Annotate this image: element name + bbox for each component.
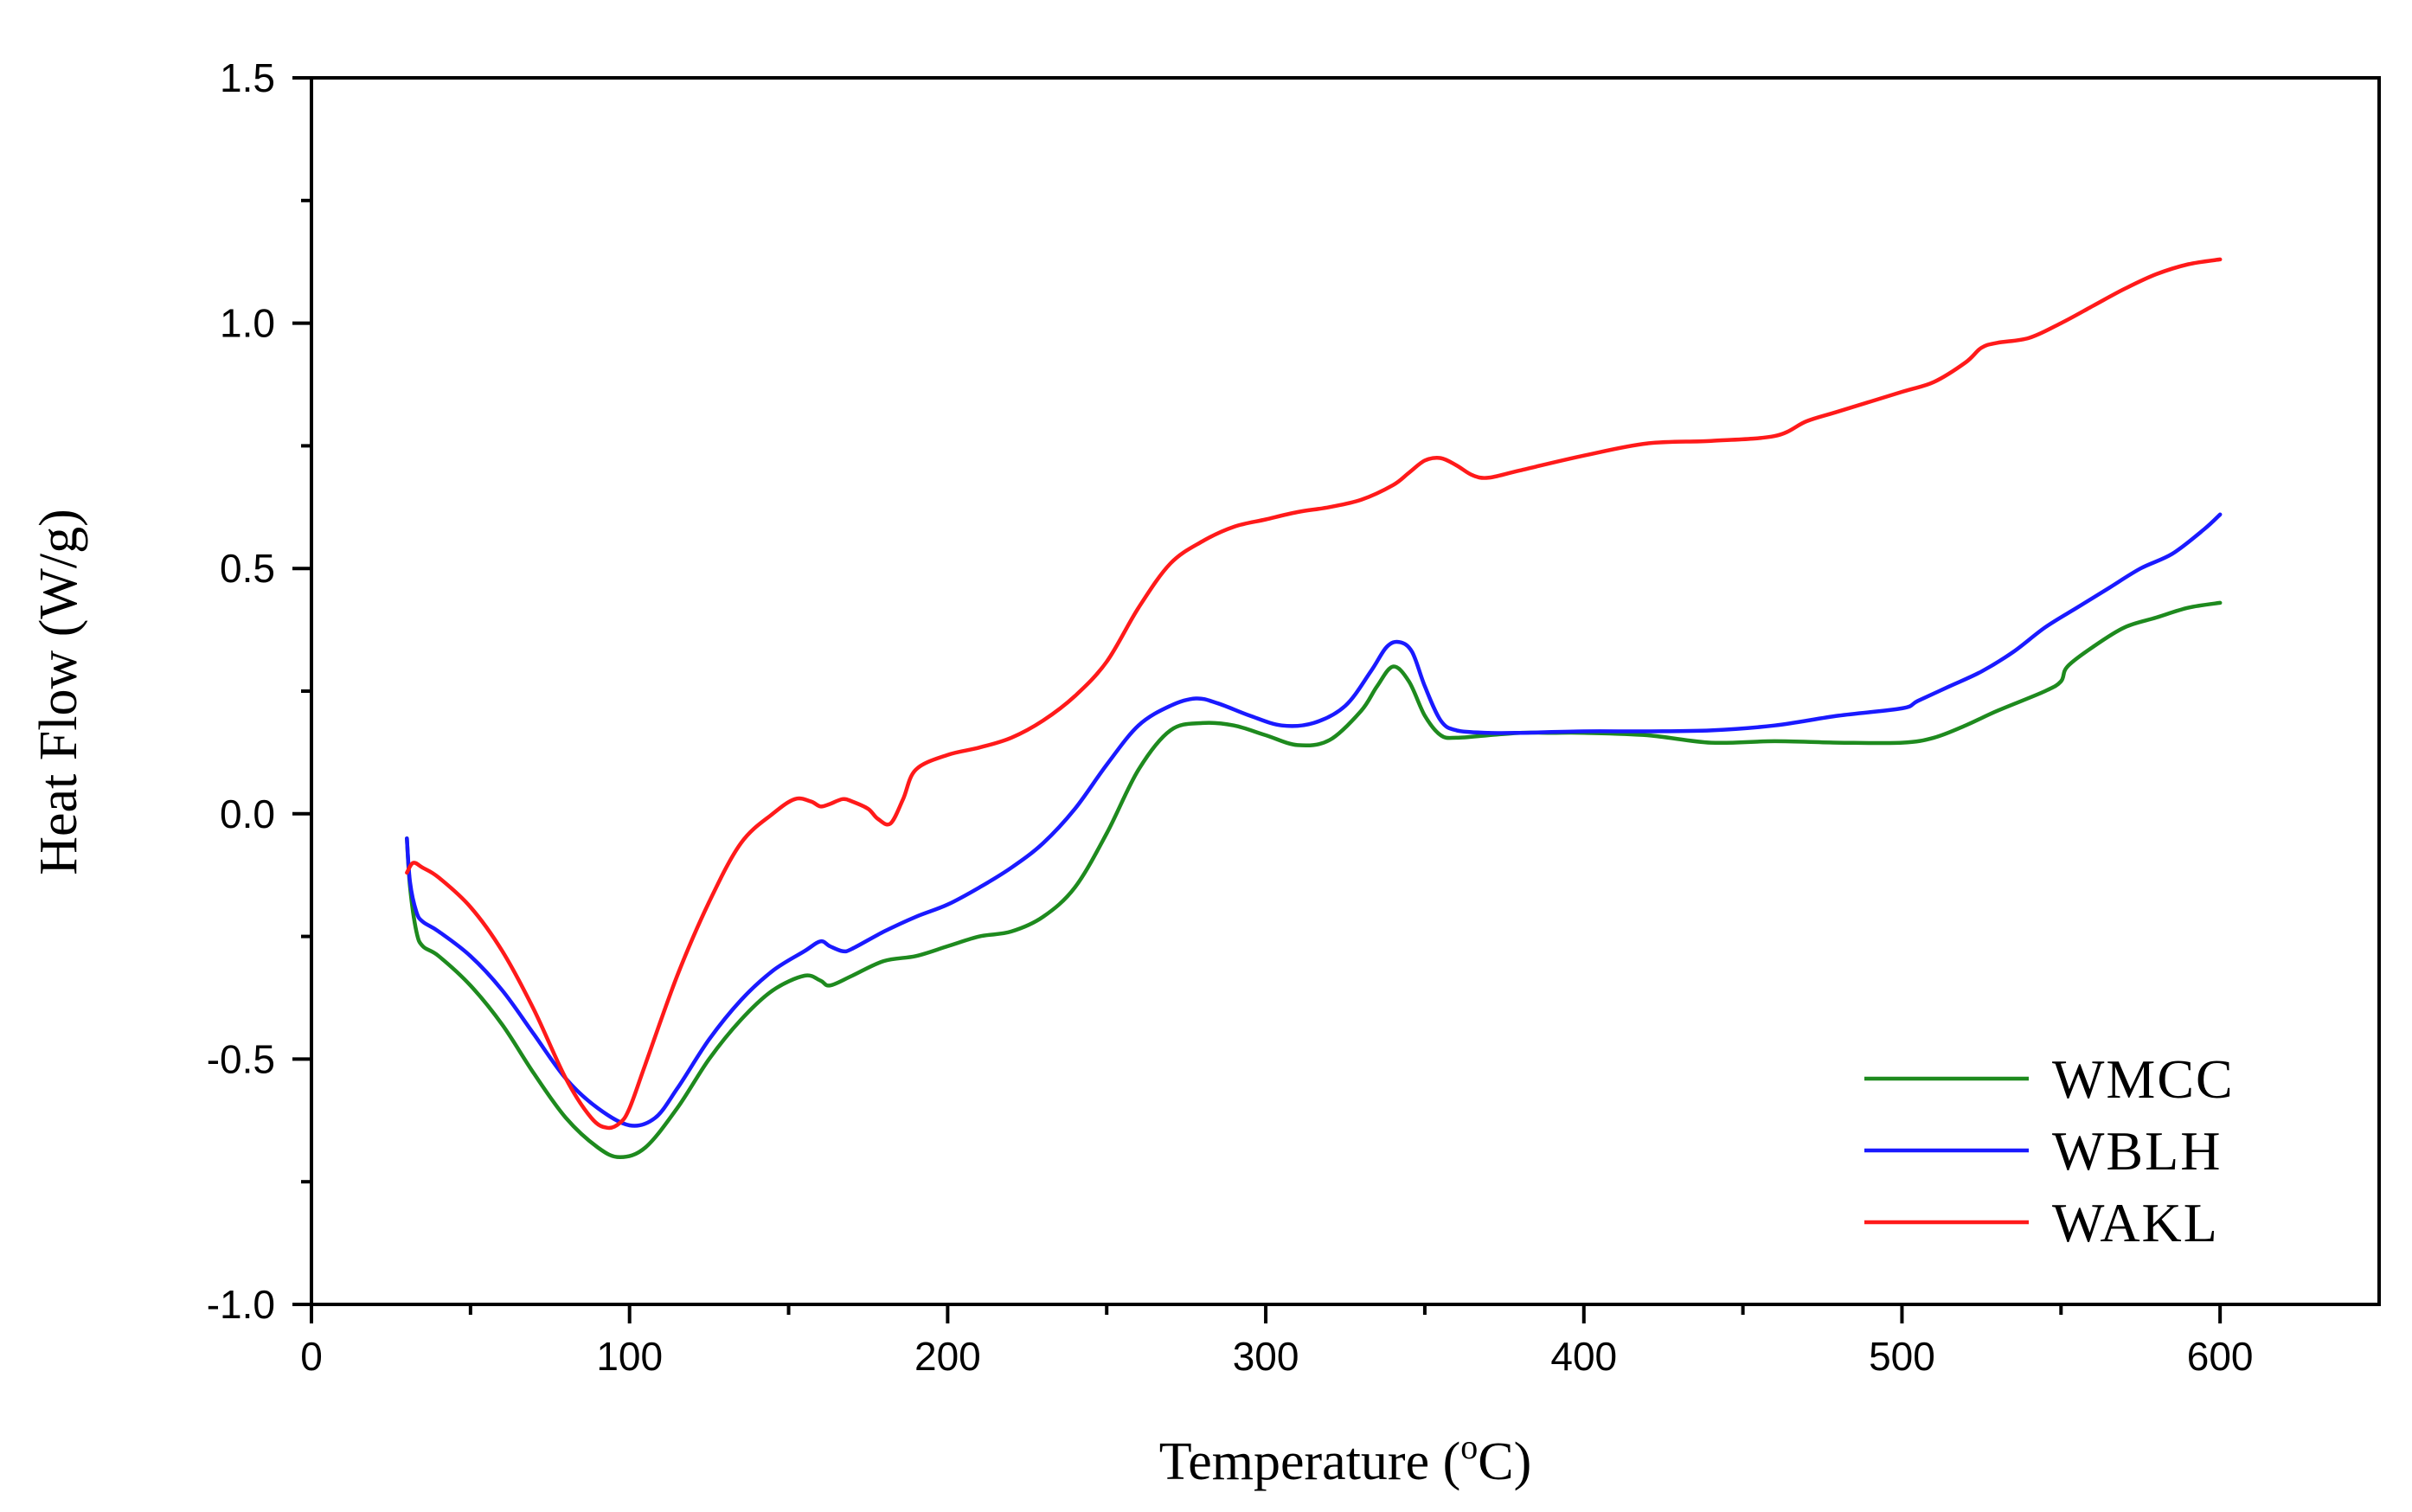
y-tick-label: 1.5 — [220, 55, 275, 100]
series-line-wmcc — [405, 600, 2223, 1160]
x-axis-title-end: C) — [1478, 1432, 1531, 1491]
x-tick-label: 200 — [914, 1334, 981, 1379]
x-tick-label: 500 — [1869, 1334, 1935, 1379]
series-layer — [405, 257, 2223, 1160]
y-tick-label: 0.5 — [220, 546, 275, 591]
x-tick-label: 0 — [300, 1334, 323, 1379]
x-axis-title-main: Temperature ( — [1159, 1432, 1461, 1491]
x-tick-label: 600 — [2187, 1334, 2254, 1379]
series-line-wakl — [405, 257, 2223, 1131]
legend-label-wakl: WAKL — [2052, 1192, 2219, 1253]
y-tick-label: -0.5 — [207, 1036, 275, 1081]
legend-label-wmcc: WMCC — [2052, 1048, 2235, 1110]
y-tick-label: 0.0 — [220, 791, 275, 836]
legend-label-wblh: WBLH — [2052, 1120, 2222, 1182]
x-axis-title: Temperature (oC) — [1159, 1427, 1532, 1491]
x-tick-label: 100 — [596, 1334, 663, 1379]
axis-ticks: 0 100 200 300 400 500 600 -1.0 -0.5 0.0 0.5 1.0 1.5 — [207, 55, 2254, 1379]
series-line-wblh — [405, 512, 2223, 1128]
y-axis-title: Heat Flow (W/g) — [29, 509, 88, 875]
y-tick-label: -1.0 — [207, 1282, 275, 1327]
x-tick-label: 400 — [1550, 1334, 1617, 1379]
x-tick-label: 300 — [1233, 1334, 1299, 1379]
legend: WMCC WBLH WAKL — [1864, 1048, 2235, 1253]
y-tick-label: 1.0 — [220, 301, 275, 346]
x-axis-title-superscript: o — [1460, 1427, 1478, 1466]
